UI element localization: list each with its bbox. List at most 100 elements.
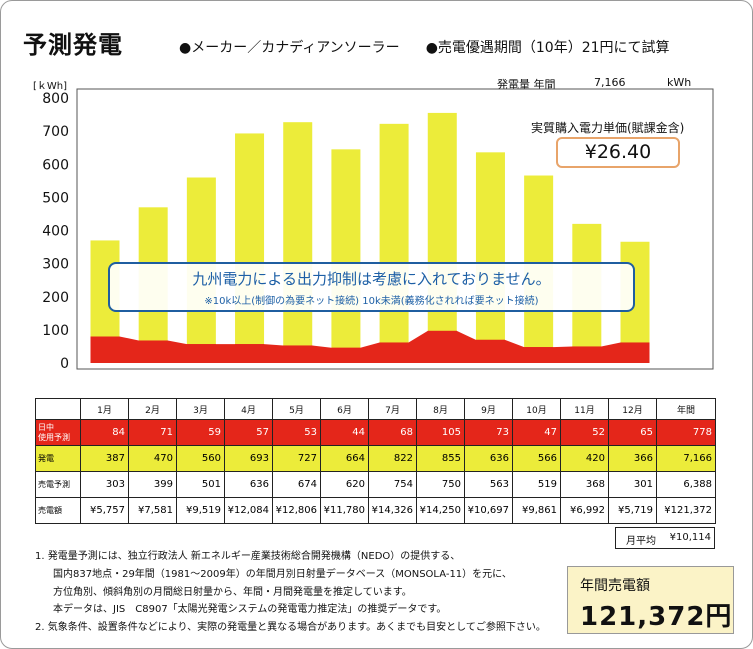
- month-header-cell: 11月: [560, 398, 609, 420]
- month-header-cell: 12月: [608, 398, 657, 420]
- table-cell: 470: [128, 445, 177, 472]
- maker-text: ●メーカー／カナディアンソーラー: [179, 40, 400, 56]
- table-cell: 73: [464, 419, 513, 446]
- table-cell: 53: [272, 419, 321, 446]
- notice-sub-text: ※10k以上(制御の為要ネット接続) 10k未満(義務化されれば要ネット接続): [204, 296, 539, 307]
- table-cell: 750: [416, 471, 465, 498]
- annual-sales-box: 年間売電額 121,372円: [567, 566, 734, 634]
- table-row: 売電額 ¥5,757 ¥7,581 ¥9,519 ¥12,084 ¥12,806 ¥11,7…: [35, 497, 716, 524]
- generation-bar: [235, 133, 265, 363]
- month-header-cell: 4月: [224, 398, 273, 420]
- table-cell: ¥6,992: [560, 497, 609, 524]
- sale-condition-text: ●売電優遇期間（10年）21円にて試算: [425, 40, 670, 56]
- daytime-usage-bar: [475, 339, 505, 363]
- notes: 1. 発電量予測には、独立行政法人 新エネルギー産業技術総合開発機構（NEDO）…: [35, 548, 546, 637]
- daytime-usage-bar: [235, 344, 265, 363]
- daytime-usage-bar: [620, 342, 650, 363]
- table-cell: 68: [368, 419, 417, 446]
- table-cell: ¥9,861: [512, 497, 561, 524]
- table-cell: 420: [560, 445, 609, 472]
- annual-sales-label: 年間売電額: [580, 578, 650, 594]
- table-cell: 519: [512, 471, 561, 498]
- month-header-cell: 3月: [176, 398, 225, 420]
- table-cell: ¥9,519: [176, 497, 225, 524]
- table-cell: ¥12,084: [224, 497, 273, 524]
- monthly-average-box: 月平均 ¥10,114: [615, 527, 715, 549]
- y-tick-label: 100: [42, 323, 69, 339]
- table-cell: 693: [224, 445, 273, 472]
- curtailment-notice: 九州電力による出力抑制は考慮に入れておりません。 ※10k以上(制御の為要ネット…: [108, 262, 635, 312]
- daytime-usage-bar: [331, 347, 361, 363]
- y-tick-label: 0: [60, 356, 69, 372]
- table-row: 日中 使用予測 84 71 59 57 53 44 68 105 73 47 52 65 778: [35, 419, 716, 446]
- table-cell: 59: [176, 419, 225, 446]
- table-cell: 636: [224, 471, 273, 498]
- daytime-usage-bar: [379, 342, 409, 363]
- table-cell: 366: [608, 445, 657, 472]
- table-cell: ¥10,697: [464, 497, 513, 524]
- month-header-cell: 9月: [464, 398, 513, 420]
- note-2: 2. 気象条件、設置条件などにより、実際の発電量と異なる場合があります。あくまで…: [35, 622, 546, 634]
- month-header-cell: 8月: [416, 398, 465, 420]
- table-cell: 399: [128, 471, 177, 498]
- y-tick-label: 200: [42, 290, 69, 306]
- note-1-line-4: 本データは、JIS C8907「太陽光発電システムの発電電力推定法」の推奨データ…: [53, 604, 447, 616]
- y-tick-label: 400: [42, 224, 69, 240]
- table-cell: ¥5,719: [608, 497, 657, 524]
- table-cell: ¥14,250: [416, 497, 465, 524]
- table-cell: 566: [512, 445, 561, 472]
- table-cell: 563: [464, 471, 513, 498]
- table-cell: ¥11,780: [320, 497, 369, 524]
- monthly-average-label: 月平均: [626, 536, 656, 547]
- daytime-usage-bar: [90, 336, 120, 363]
- annual-generation-unit: kWh: [667, 76, 692, 89]
- page-title: 予測発電: [23, 31, 123, 59]
- table-corner-cell: [35, 398, 81, 420]
- table-cell: 387: [80, 445, 129, 472]
- y-tick-label: 800: [42, 91, 69, 107]
- month-header-cell: 5月: [272, 398, 321, 420]
- daytime-usage-bar: [186, 344, 216, 363]
- plot-area-border: [76, 88, 714, 370]
- month-header-cell: 10月: [512, 398, 561, 420]
- table-cell: 664: [320, 445, 369, 472]
- price-value-box: ¥26.40: [556, 137, 680, 168]
- daytime-usage-area: [90, 330, 650, 363]
- table-cell: 105: [416, 419, 465, 446]
- table-row: 発電 387 470 560 693 727 664 822 855 636 566 420 366 7,…: [35, 445, 716, 472]
- generation-bar: [427, 112, 457, 363]
- daytime-usage-bar: [427, 330, 457, 363]
- annual-generation-value: 7,166: [594, 76, 626, 89]
- month-header-cell: 2月: [128, 398, 177, 420]
- table-cell: 47: [512, 419, 561, 446]
- note-1-line-3: 方位角別、傾斜角別の月間総日射量から、年間・月間発電量を推定しています。: [53, 586, 412, 598]
- annual-generation-label: 発電量 年間: [497, 78, 556, 91]
- table-cell: 855: [416, 445, 465, 472]
- table-cell: 754: [368, 471, 417, 498]
- table-cell: 44: [320, 419, 369, 446]
- table-cell: 7,166: [656, 445, 716, 472]
- y-axis-unit: [ｋWh]: [33, 81, 68, 92]
- table-cell: 368: [560, 471, 609, 498]
- note-1-line-1: 1. 発電量予測には、独立行政法人 新エネルギー産業技術総合開発機構（NEDO）…: [35, 551, 461, 562]
- generation-bar: [283, 122, 313, 364]
- y-tick-label: 300: [42, 257, 69, 273]
- table-cell: ¥14,326: [368, 497, 417, 524]
- subtitle: ●メーカー／カナディアンソーラー ●売電優遇期間（10年）21円にて試算: [179, 37, 670, 57]
- table-cell: 52: [560, 419, 609, 446]
- generation-chart: 0 100 200 300 400 500 600 700 800: [42, 88, 714, 372]
- table-cell: 674: [272, 471, 321, 498]
- table-cell: 84: [80, 419, 129, 446]
- daytime-usage-bar: [283, 345, 313, 363]
- table-cell: 778: [656, 419, 716, 446]
- table-cell: 303: [80, 471, 129, 498]
- price-label: 実質購入電力単価(賦課金含): [531, 121, 685, 135]
- table-cell: 727: [272, 445, 321, 472]
- daytime-usage-bar: [138, 340, 168, 363]
- table-cell: ¥121,372: [656, 497, 716, 524]
- row-label: 日中 使用予測: [35, 419, 81, 446]
- table-row: 売電予測 303 399 501 636 674 620 754 750 563 519 368 301…: [35, 471, 716, 498]
- month-header-cell: 6月: [320, 398, 369, 420]
- table-cell: 501: [176, 471, 225, 498]
